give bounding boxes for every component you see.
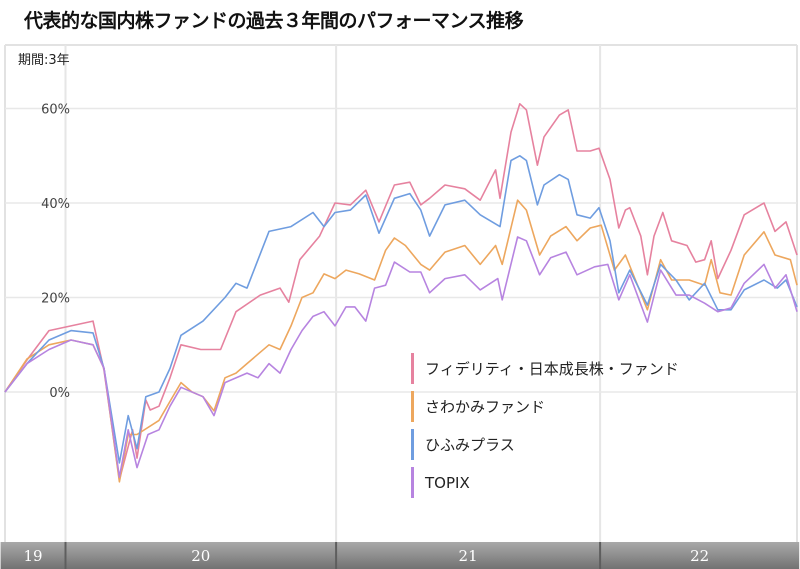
y-tick-label: 40%	[41, 197, 70, 212]
year-axis: 19 20 21 22	[0, 542, 800, 569]
legend-item[interactable]: フィデリティ・日本成長株・ファンド	[411, 353, 679, 384]
legend-swatch	[411, 391, 414, 422]
series-line-2	[4, 155, 798, 464]
y-tick-label: 60%	[41, 103, 70, 118]
legend-label: TOPIX	[425, 473, 470, 492]
series-lines	[4, 103, 798, 483]
legend-item[interactable]: さわかみファンド	[411, 391, 679, 422]
legend-swatch	[411, 467, 414, 498]
legend: フィデリティ・日本成長株・ファンド さわかみファンド ひふみプラス TOPIX	[411, 353, 679, 505]
chart-title: 代表的な国内株ファンドの過去３年間のパフォーマンス推移	[24, 10, 524, 32]
year-band	[336, 542, 601, 569]
year-label: 22	[690, 547, 709, 565]
year-band	[600, 542, 800, 569]
legend-item[interactable]: TOPIX	[411, 467, 679, 498]
legend-swatch	[411, 429, 414, 460]
y-axis-ticks: 0% 20% 40% 60%	[41, 103, 70, 402]
series-line-3	[4, 236, 798, 478]
period-label: 期間:3年	[18, 53, 70, 68]
legend-swatch	[411, 353, 414, 384]
legend-label: さわかみファンド	[425, 398, 546, 416]
series-line-1	[4, 199, 798, 483]
year-band	[65, 542, 337, 569]
year-label: 19	[24, 547, 43, 565]
y-tick-label: 0%	[49, 386, 70, 401]
y-tick-label: 20%	[41, 292, 70, 307]
series-line-0	[4, 103, 798, 481]
year-label: 20	[191, 547, 210, 565]
legend-item[interactable]: ひふみプラス	[411, 429, 679, 460]
grid	[4, 44, 798, 542]
legend-label: フィデリティ・日本成長株・ファンド	[425, 360, 679, 378]
legend-label: ひふみプラス	[425, 436, 515, 454]
year-band	[0, 542, 66, 569]
year-label: 21	[459, 547, 478, 565]
